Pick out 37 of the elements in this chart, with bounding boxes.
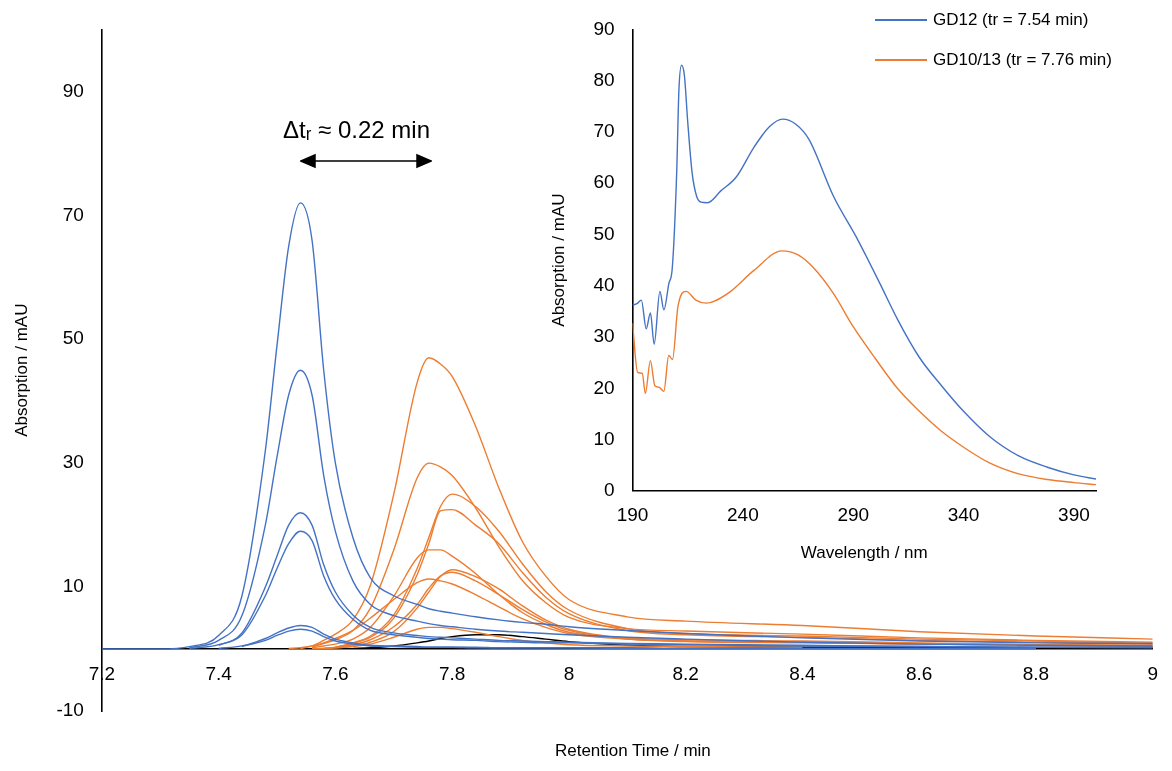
- x-tick-label: 7.4: [205, 662, 233, 684]
- y-tick-label: 30: [62, 451, 84, 473]
- y-tick-label: 90: [62, 79, 84, 101]
- x-axis-title: Retention Time / min: [554, 741, 711, 761]
- y-tick-label: 50: [593, 222, 615, 244]
- y-axis-title: Absorption / mAU: [11, 303, 31, 437]
- x-tick-label: 8.4: [789, 662, 817, 684]
- y-tick-label: 30: [593, 325, 615, 347]
- x-tick-label: 8.2: [672, 662, 699, 684]
- x-tick-label: 7.6: [322, 662, 349, 684]
- y-tick-label: 40: [593, 273, 615, 295]
- y-axis-title: Absorption / mAU: [548, 193, 568, 327]
- x-tick-label: 8: [563, 662, 575, 684]
- y-tick-label: 0: [603, 479, 615, 501]
- x-tick-label: 190: [616, 504, 649, 526]
- annotation: Δtᵣ ≈ 0.22 min: [283, 116, 431, 144]
- y-tick-label: 70: [62, 203, 84, 225]
- y-tick-label: 60: [593, 171, 615, 193]
- x-tick-label: 8.8: [1022, 662, 1050, 684]
- x-tick-label: 290: [837, 504, 870, 526]
- y-tick-label: 10: [593, 427, 615, 449]
- x-tick-label: 390: [1058, 504, 1090, 526]
- legend-label: GD12 (tr = 7.54 min): [932, 10, 1089, 30]
- x-tick-label: 9: [1147, 662, 1159, 684]
- y-tick-label: 10: [62, 575, 84, 597]
- y-tick-label: 80: [593, 68, 615, 90]
- x-axis-title: Wavelength / nm: [800, 543, 928, 563]
- x-tick-label: 240: [727, 504, 759, 526]
- y-tick-label: -10: [56, 699, 84, 721]
- x-tick-label: 8.6: [905, 662, 933, 684]
- x-tick-label: 7.8: [438, 662, 466, 684]
- y-tick-label: 50: [62, 327, 84, 349]
- y-tick-label: 70: [593, 120, 615, 142]
- legend-label: GD10/13 (tr = 7.76 min): [932, 50, 1112, 70]
- y-tick-label: 20: [593, 376, 615, 398]
- y-tick-label: 90: [593, 17, 615, 39]
- x-tick-label: 340: [947, 504, 980, 526]
